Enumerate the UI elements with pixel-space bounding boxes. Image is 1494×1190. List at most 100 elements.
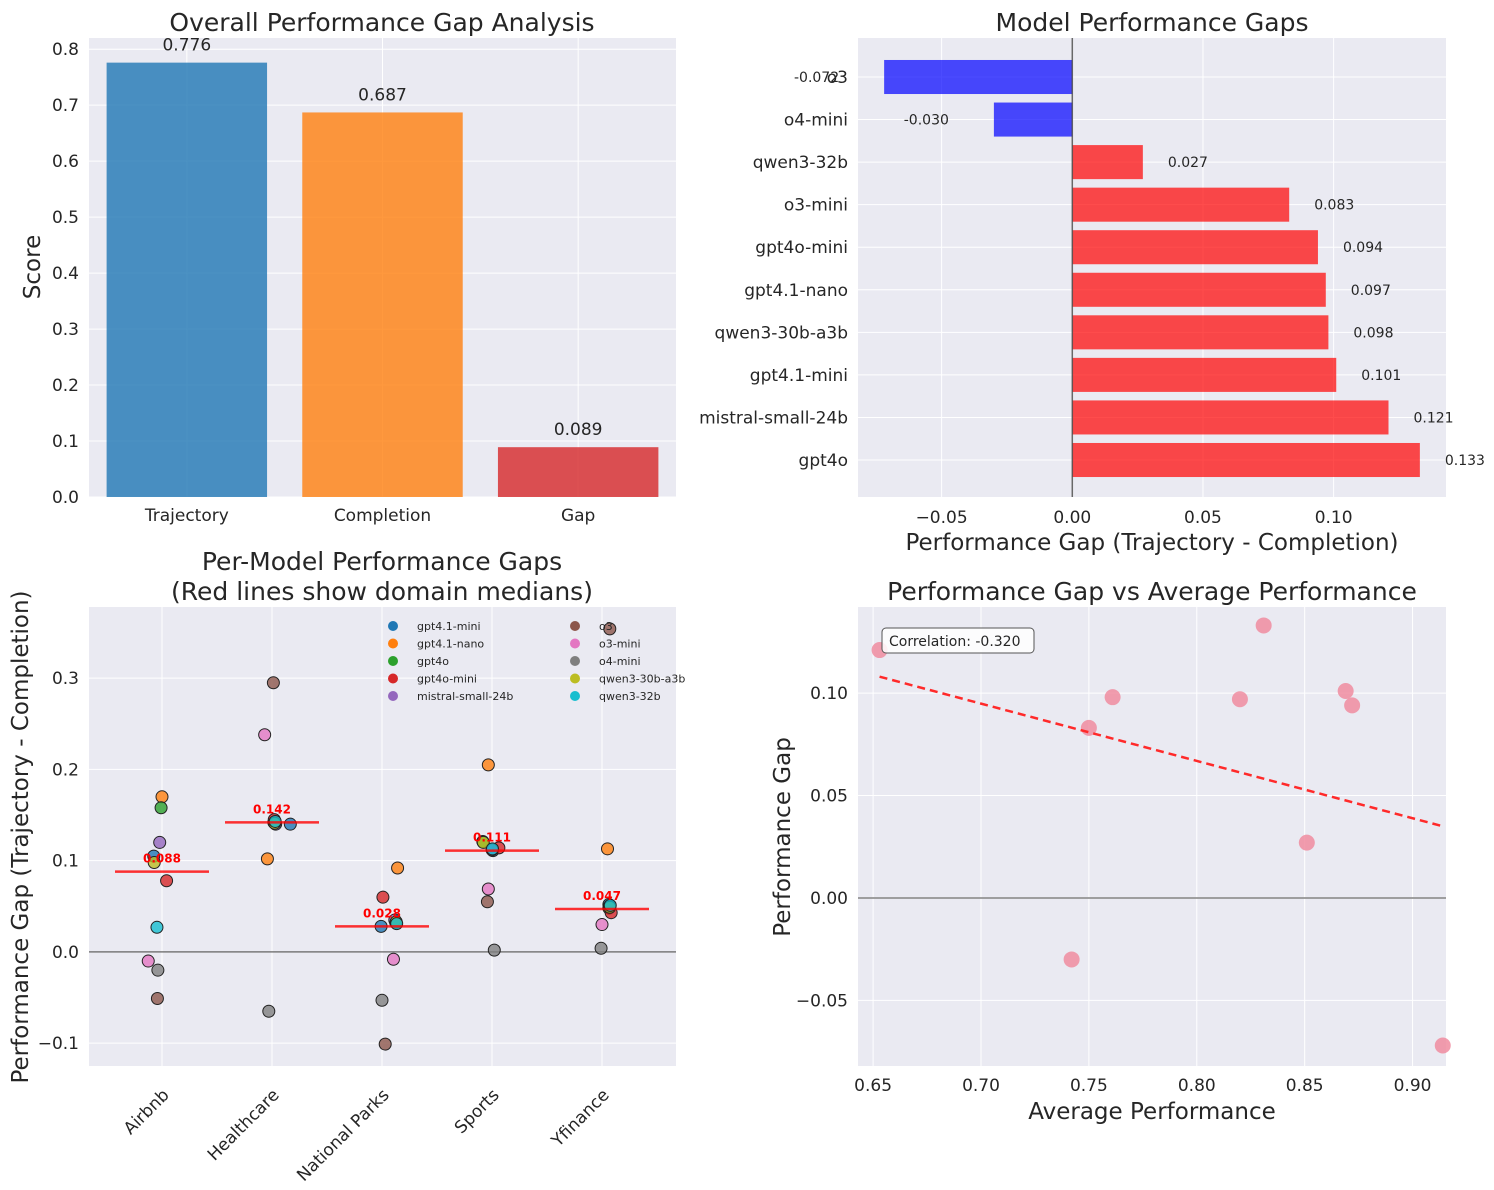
- median-label: 0.142: [253, 802, 291, 816]
- point-o3-mini: [258, 728, 272, 742]
- scatter-point: [1434, 1037, 1451, 1054]
- bar-value-label: 0.687: [358, 85, 407, 105]
- x-axis-label: Average Performance: [1028, 1099, 1276, 1125]
- median-label: 0.047: [583, 889, 621, 903]
- plot-background: [858, 607, 1446, 1066]
- correlation-annotation: Correlation: -0.320: [889, 634, 1021, 650]
- bar-o4-mini: [993, 102, 1073, 137]
- y-tick-label: 0.4: [52, 264, 79, 284]
- bar-value-label: 0.133: [1445, 453, 1485, 469]
- bar-value-label: -0.072: [794, 70, 839, 86]
- x-tick-label: Yfinance: [547, 1085, 613, 1151]
- median-label: 0.028: [363, 906, 401, 920]
- bars: 0.776 0.687 0.089: [106, 36, 659, 497]
- legend-marker: [388, 691, 398, 701]
- y-tick-label: 0.5: [52, 208, 79, 228]
- point-gpt4.1-nano: [260, 852, 274, 866]
- point-gpt4.1-nano: [601, 842, 614, 856]
- y-axis-label: Score: [20, 235, 46, 299]
- x-tick-label: 0.85: [1286, 1076, 1324, 1096]
- chart-title: Overall Performance Gap Analysis: [169, 8, 594, 37]
- legend-label: o4-mini: [599, 655, 641, 668]
- tick-labels: 0.0 0.1 0.2 0.3 0.4 0.5 0.6 0.7 0.8 Trajectory Com…: [52, 40, 595, 526]
- bar-value-label: 0.027: [1168, 155, 1208, 171]
- point-o4-mini: [151, 963, 165, 977]
- model-gaps-panel: −0.05 0.00 0.05 0.10 o3 o4-mini qwen3-32b o3-mi…: [699, 8, 1485, 556]
- point-gpt4o-mini: [160, 874, 174, 888]
- median-label: 0.088: [143, 852, 181, 866]
- bar-value-label: 0.097: [1351, 283, 1391, 299]
- y-tick-label: 0.0: [52, 943, 79, 963]
- legend: gpt4.1-mini gpt4.1-nano gpt4o gpt4o-mini mis…: [388, 620, 685, 703]
- x-tick-label: −0.05: [916, 508, 968, 528]
- bar-value-label: 0.094: [1343, 240, 1383, 256]
- x-tick-label: 0.90: [1394, 1076, 1432, 1096]
- point-o3-mini: [481, 882, 495, 896]
- legend-marker: [388, 656, 398, 666]
- x-tick-label: Gap: [561, 506, 595, 526]
- bar-qwen3-30b-a3b: [1072, 315, 1329, 350]
- point-o3: [603, 622, 617, 636]
- y-tick-label: −0.1: [38, 1034, 79, 1054]
- point-gpt4.1-nano: [155, 790, 169, 804]
- x-tick-label: 0.70: [962, 1076, 1000, 1096]
- y-tick-label: mistral-small-24b: [699, 408, 848, 428]
- x-tick-label: 0.80: [1178, 1076, 1216, 1096]
- point-o3-mini: [141, 954, 155, 968]
- y-tick-label: gpt4.1-nano: [744, 281, 848, 301]
- bar-value-label: 0.101: [1361, 368, 1401, 384]
- scatter-point: [1344, 697, 1361, 714]
- legend-marker: [570, 656, 580, 666]
- bar-value-label: 0.083: [1314, 198, 1354, 214]
- point-o4-mini: [594, 941, 608, 955]
- point-o3: [266, 676, 280, 690]
- bar-mistral-small-24b: [1072, 400, 1389, 435]
- bar-gpt4o-mini: [1072, 230, 1318, 265]
- scatter-point: [1298, 834, 1315, 851]
- y-axis-label: Performance Gap (Trajectory - Completion…: [8, 590, 34, 1083]
- x-tick-label: 0.05: [1184, 508, 1222, 528]
- x-tick-label: Completion: [334, 506, 431, 526]
- scatter-point: [1337, 683, 1354, 700]
- chart-title-line2: (Red lines show domain medians): [171, 577, 593, 606]
- point-o3-mini: [595, 918, 609, 932]
- x-tick-label: Sports: [451, 1085, 504, 1138]
- y-tick-label: 0.3: [52, 320, 79, 340]
- point-o3: [480, 895, 494, 909]
- legend-label: o3-mini: [599, 638, 641, 651]
- legend-marker: [570, 621, 580, 631]
- y-tick-label: 0.2: [52, 760, 79, 780]
- correlation-box: [881, 627, 1035, 654]
- chart-title-line1: Per-Model Performance Gaps: [202, 547, 562, 576]
- x-tick-label: 0.75: [1070, 1076, 1108, 1096]
- legend-marker: [388, 638, 398, 649]
- y-tick-label: o4-mini: [784, 111, 848, 131]
- y-tick-label: 0.1: [52, 432, 79, 452]
- tick-labels: −0.05 0.00 0.05 0.10 o3 o4-mini qwen3-32b o3-mi…: [699, 68, 1352, 528]
- y-tick-label: qwen3-30b-a3b: [715, 323, 848, 343]
- point-o4-mini: [262, 1004, 276, 1018]
- legend-label: gpt4o-mini: [417, 673, 477, 686]
- x-axis-label: Performance Gap (Trajectory - Completion…: [905, 530, 1398, 556]
- legend-marker: [388, 673, 398, 684]
- scatter-point: [1231, 691, 1248, 708]
- bar-qwen3-32b: [1072, 145, 1143, 180]
- point-o3-mini: [386, 952, 400, 966]
- y-tick-label: 0.00: [810, 889, 848, 909]
- bar-value-label: 0.776: [162, 36, 211, 56]
- points: 0.088 0.142 0.028 0.111 0.047: [89, 622, 676, 1051]
- y-tick-label: o3: [827, 68, 848, 88]
- point-o4-mini: [375, 993, 389, 1007]
- legend-label: gpt4.1-mini: [417, 620, 481, 633]
- x-tick-label: Trajectory: [144, 506, 229, 526]
- legend-label: qwen3-32b: [599, 690, 661, 703]
- point-gpt4o: [154, 801, 168, 815]
- median-label: 0.111: [473, 831, 511, 845]
- y-tick-label: gpt4o: [799, 451, 848, 471]
- legend-marker: [570, 673, 580, 684]
- y-tick-label: 0.3: [52, 669, 79, 689]
- x-tick-label: 0.65: [854, 1076, 892, 1096]
- bar-value-label: -0.030: [904, 113, 949, 129]
- bars: -0.072 -0.030 0.027 0.083 0.094 0.097 0.098 0.1…: [794, 38, 1485, 497]
